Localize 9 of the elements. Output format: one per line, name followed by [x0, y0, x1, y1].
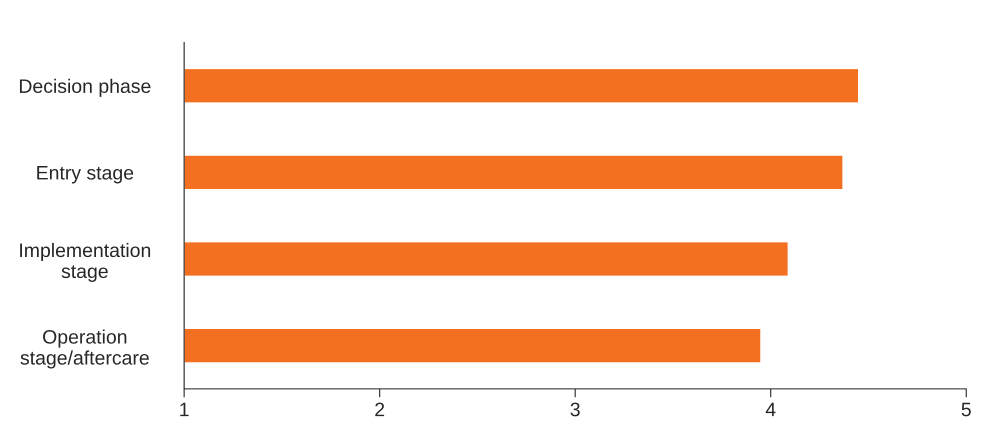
x-tick-label: 2: [375, 402, 384, 416]
x-tick-label: 5: [962, 402, 971, 416]
y-tick-label: Entry stage: [37, 166, 134, 184]
x-tick-label: 3: [570, 402, 580, 416]
y-tick-label: Decision phase: [20, 78, 150, 97]
x-tick-label: 4: [766, 402, 776, 416]
y-tick-label: Operation stage/aftercare: [20, 329, 149, 369]
x-tick-label: 1: [180, 402, 189, 416]
y-tick-label: Implementation stage: [20, 242, 150, 282]
